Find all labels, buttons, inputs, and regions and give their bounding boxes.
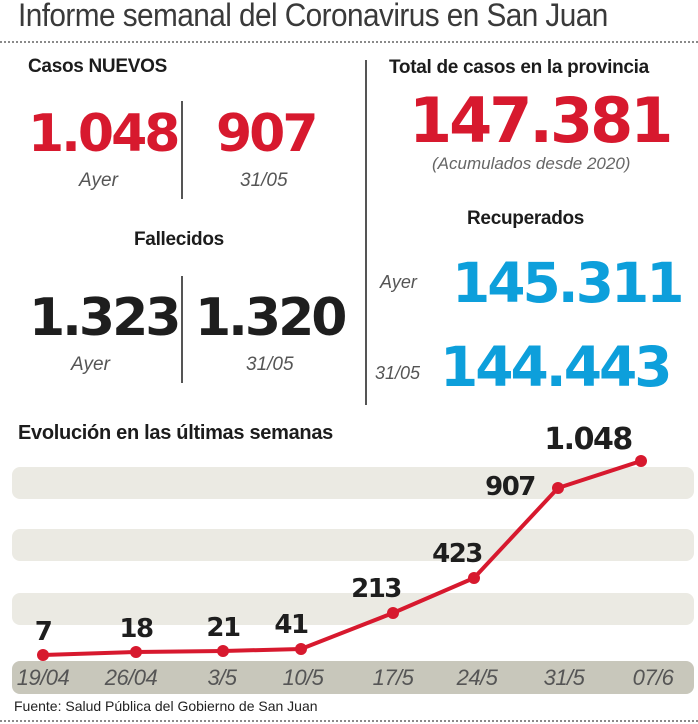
point-label: 423 bbox=[432, 539, 483, 569]
point-label: 213 bbox=[351, 574, 402, 604]
point-label: 18 bbox=[119, 614, 154, 644]
casos-nuevos-ayer-value: 1.048 bbox=[28, 104, 180, 164]
recuperados-prev-value: 144.443 bbox=[440, 335, 673, 399]
x-tick: 31/5 bbox=[543, 665, 585, 690]
fallecidos-divider bbox=[181, 276, 183, 383]
total-heading: Total de casos en la provincia bbox=[389, 57, 649, 78]
casos-divider bbox=[181, 101, 183, 199]
x-axis-band bbox=[12, 661, 694, 694]
point-label: 907 bbox=[485, 472, 536, 502]
data-points bbox=[37, 455, 647, 661]
cases-line bbox=[42, 459, 642, 657]
x-tick: 10/5 bbox=[282, 665, 324, 690]
x-tick: 3/5 bbox=[207, 665, 237, 690]
casos-nuevos-prev-label: 31/05 bbox=[240, 170, 288, 191]
casos-nuevos-ayer-label: Ayer bbox=[79, 170, 118, 191]
point-label: 41 bbox=[274, 610, 309, 640]
x-tick: 19/04 bbox=[16, 665, 70, 690]
fallecidos-prev-value: 1.320 bbox=[195, 288, 347, 348]
chart-title: Evolución en las últimas semanas bbox=[18, 422, 333, 444]
fallecidos-prev-label: 31/05 bbox=[246, 354, 294, 375]
x-tick: 24/5 bbox=[456, 665, 498, 690]
x-tick: 07/6 bbox=[632, 665, 674, 690]
page-title: Informe semanal del Coronavirus en San J… bbox=[18, 0, 608, 33]
bottom-divider bbox=[0, 720, 698, 722]
recuperados-ayer-value: 145.311 bbox=[452, 251, 685, 315]
casos-nuevos-heading: Casos NUEVOS bbox=[28, 56, 167, 77]
recuperados-prev-label: 31/05 bbox=[375, 363, 421, 383]
fallecidos-heading: Fallecidos bbox=[134, 229, 224, 250]
grid-band bbox=[12, 593, 694, 625]
fallecidos-ayer-label: Ayer bbox=[71, 354, 110, 375]
fallecidos-ayer-value: 1.323 bbox=[29, 288, 181, 348]
casos-nuevos-prev-value: 907 bbox=[216, 104, 319, 164]
x-tick: 17/5 bbox=[372, 665, 414, 690]
x-tick: 26/04 bbox=[104, 665, 158, 690]
grid-band bbox=[12, 467, 694, 499]
recuperados-heading: Recuperados bbox=[467, 208, 585, 229]
point-label: 1.048 bbox=[544, 422, 633, 457]
point-label: 21 bbox=[206, 613, 241, 643]
total-value: 147.381 bbox=[409, 84, 673, 157]
source-note: Fuente: Salud Pública del Gobierno de Sa… bbox=[14, 698, 318, 714]
top-divider bbox=[0, 41, 698, 43]
point-label: 7 bbox=[34, 617, 53, 647]
total-note: (Acumulados desde 2020) bbox=[432, 154, 631, 173]
grid-band bbox=[12, 529, 694, 561]
column-divider bbox=[365, 60, 367, 405]
recuperados-ayer-label: Ayer bbox=[380, 272, 417, 292]
